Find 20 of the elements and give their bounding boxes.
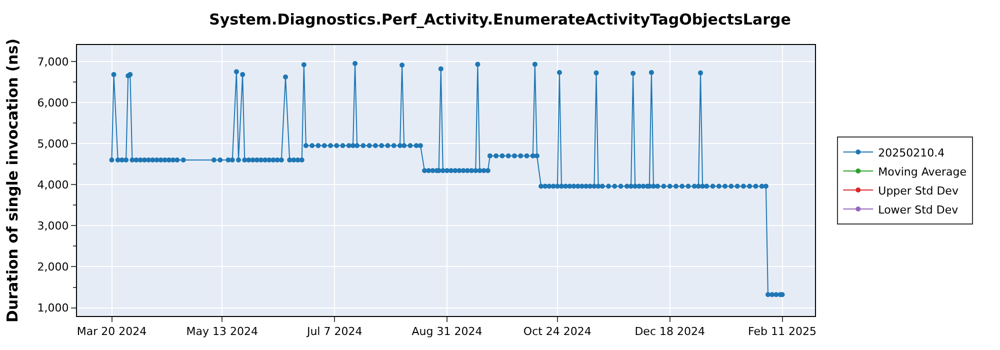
y-tick-label: 7,000 <box>37 55 69 68</box>
legend-label: Moving Average <box>878 165 967 178</box>
y-tick-label: 5,000 <box>37 137 69 150</box>
x-tick-label: Mar 20 2024 <box>76 325 147 338</box>
y-tick-label: 3,000 <box>37 220 69 233</box>
x-tick-label: Oct 24 2024 <box>523 325 592 338</box>
y-tick-label: 6,000 <box>37 96 69 110</box>
x-tick-label: Jul 7 2024 <box>306 325 362 338</box>
legend-label: Upper Std Dev <box>878 184 959 198</box>
y-tick-label: 4,000 <box>37 178 69 192</box>
legend-label: 20250210.4 <box>878 146 945 160</box>
y-tick-label: 2,000 <box>37 260 69 274</box>
y-tick-label: 1,000 <box>37 302 69 315</box>
chart-title: System.Diagnostics.Perf_Activity.EnumerateActivityTagObjectsLarge <box>209 10 791 28</box>
y-axis-title: Duration of single invocation (ns) <box>4 38 22 322</box>
x-tick-label: Dec 18 2024 <box>634 325 705 338</box>
x-tick-label: Feb 11 2025 <box>748 325 817 338</box>
x-tick-label: May 13 2024 <box>186 325 258 338</box>
x-tick-label: Aug 31 2024 <box>412 325 482 338</box>
legend-label: Lower Std Dev <box>878 203 959 216</box>
